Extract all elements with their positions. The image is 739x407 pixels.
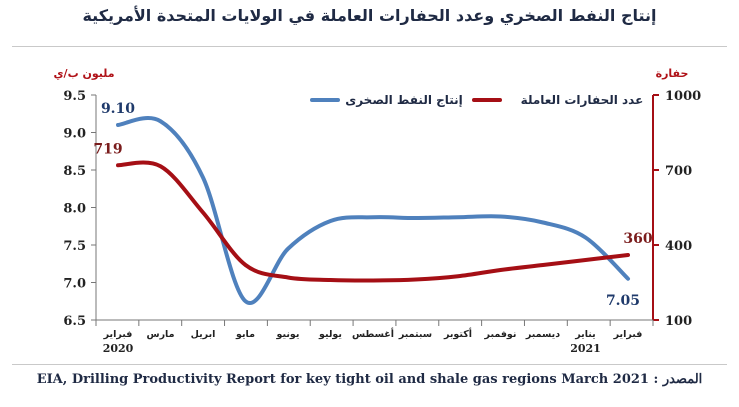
left-tick-label-3: 8.0 bbox=[63, 202, 86, 217]
data-label-2: 719 bbox=[93, 141, 122, 157]
legend-label-shale-oil: إنتاج النفط الصخرى bbox=[345, 93, 463, 107]
year-label-1: 2021 bbox=[570, 342, 601, 355]
x-tick-label-11: يناير bbox=[574, 329, 596, 340]
x-tick-label-8: أكتوبر bbox=[443, 327, 472, 340]
left-axis: مليون ب/ي 9.5 9.0 8.5 8.0 7.5 7.0 6.5 bbox=[53, 67, 114, 329]
series-layer bbox=[116, 116, 630, 306]
left-tick-label-6: 6.5 bbox=[63, 314, 86, 329]
right-tick-label-2: 400 bbox=[665, 239, 692, 254]
x-tick-label-4: يونيو bbox=[276, 329, 300, 340]
chart-title: إنتاج النفط الصخري وعدد الحفارات العاملة… bbox=[82, 6, 657, 25]
left-axis-title: مليون ب/ي bbox=[53, 67, 114, 80]
right-axis-title: حفارة bbox=[656, 67, 689, 80]
series-line-shale-oil-production bbox=[116, 116, 630, 306]
right-tick-label-3: 100 bbox=[665, 314, 692, 329]
data-label-0: 9.10 bbox=[101, 101, 135, 117]
x-tick-label-0: فبراير bbox=[103, 329, 133, 340]
legend-label-rigs: عدد الحفارات العاملة bbox=[521, 93, 644, 107]
data-label-3: 360 bbox=[623, 231, 652, 247]
right-axis: حفارة 1000 700 400 100 bbox=[652, 67, 701, 329]
title-divider bbox=[12, 46, 727, 47]
left-tick-label-0: 9.5 bbox=[63, 89, 86, 104]
source-note: EIA, Drilling Productivity Report for ke… bbox=[36, 372, 703, 387]
x-tick-label-1: مارس bbox=[146, 329, 174, 340]
x-tick-label-7: سبتمبر bbox=[398, 329, 432, 340]
legend: عدد الحفارات العاملة إنتاج النفط الصخرى bbox=[310, 93, 644, 107]
x-axis: فبراير مارس ابريل مايو يونيو يوليو أغسطس سبتمبر… bbox=[95, 319, 654, 355]
source-divider bbox=[12, 364, 727, 365]
data-labels: 9.10 7.05 719 360 bbox=[93, 101, 652, 309]
right-tick-label-1: 700 bbox=[665, 164, 692, 179]
year-label-0: 2020 bbox=[103, 342, 134, 355]
left-tick-label-4: 7.5 bbox=[63, 239, 86, 254]
x-tick-label-9: نوفمبر bbox=[484, 329, 517, 340]
x-tick-label-12: فبراير bbox=[613, 329, 643, 340]
x-tick-label-3: مايو bbox=[235, 329, 255, 340]
left-tick-label-2: 8.5 bbox=[63, 164, 86, 179]
x-tick-label-2: ابريل bbox=[191, 329, 216, 340]
left-tick-label-1: 9.0 bbox=[63, 127, 86, 142]
left-tick-label-5: 7.0 bbox=[63, 277, 86, 292]
data-label-1: 7.05 bbox=[606, 293, 640, 309]
right-tick-label-0: 1000 bbox=[665, 89, 701, 104]
x-tick-label-10: ديسمبر bbox=[525, 329, 560, 340]
x-tick-label-5: يوليو bbox=[318, 329, 342, 340]
series-line-active-rigs bbox=[116, 160, 630, 283]
x-tick-label-6: أغسطس bbox=[352, 327, 394, 340]
